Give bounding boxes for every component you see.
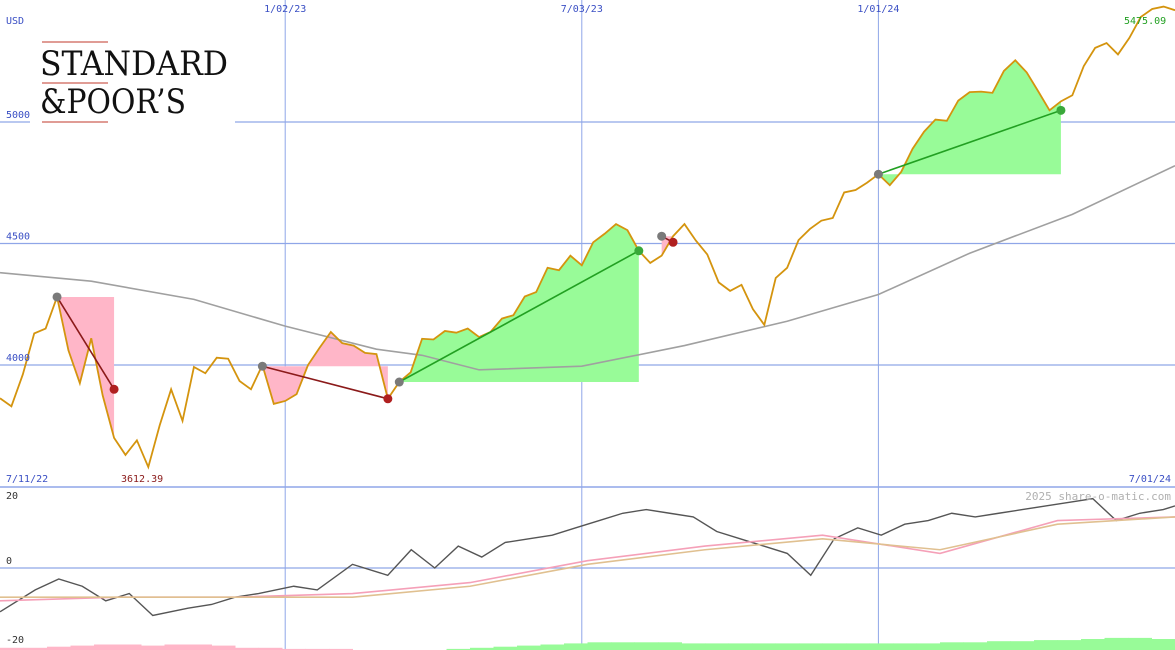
histogram-bar-34 [893,643,917,650]
histogram-bar-42 [1081,639,1105,650]
histogram-bar-12 [282,648,306,650]
trend-end-marker-2 [634,246,644,256]
histogram-bar-3 [70,645,95,650]
histogram-bar-41 [1057,640,1082,650]
standard-and-poors-logo: STANDARD &POOR’S [30,38,235,128]
histogram-bar-29 [775,643,800,650]
oscillator-tick-label--20: -20 [6,635,24,646]
trend-end-marker-1 [383,394,393,404]
oscillator-line-osc_main [0,497,1175,617]
date-tick-label-2: 1/01/24 [857,4,899,15]
trend-start-marker-2 [394,377,404,387]
oscillator-tick-label-0: 0 [6,556,12,567]
trend-start-marker-3 [657,231,667,241]
oscillator-layer [0,497,1175,650]
histogram-bar-31 [822,643,847,650]
min-price-label: 3612.39 [121,474,163,485]
histogram-bar-35 [916,643,941,650]
trend-line-1 [262,365,389,400]
histogram-bar-0 [0,647,24,650]
histogram-bar-27 [728,643,753,650]
histogram-bar-39 [1010,641,1035,650]
price-tick-label-4500: 4500 [6,232,30,243]
histogram-bar-2 [47,646,71,650]
trend-marker-layer [52,105,1066,404]
logo-line-1: STANDARD [40,44,228,84]
histogram-bar-26 [705,643,729,650]
histogram-bar-40 [1034,640,1058,650]
histogram-bar-9 [211,645,236,650]
histogram-bar-18 [517,645,541,650]
histogram-bar-11 [258,647,283,650]
histogram-bar-14 [329,648,353,650]
histogram-bar-6 [141,645,165,650]
histogram-bar-25 [681,643,706,650]
histogram-bar-13 [305,648,330,650]
trend-highlight-4 [878,60,1061,186]
price-tick-label-5000: 5000 [6,110,30,121]
trend-start-marker-1 [257,361,267,371]
histogram-bar-20 [564,643,588,650]
histogram-bar-16 [470,647,494,650]
histogram-bar-4 [94,644,118,650]
price-tick-label-4000: 4000 [6,353,30,364]
histogram-bar-5 [117,644,142,650]
histogram-bar-7 [164,644,189,650]
trend-highlight-1 [262,331,388,404]
trend-start-marker-4 [873,169,883,179]
max-price-label: 5475.09 [1124,16,1166,27]
histogram-bar-23 [634,642,659,650]
trend-line-2 [398,250,640,383]
date-tick-label-1: 7/03/23 [561,4,603,15]
histogram-bar-38 [987,641,1011,650]
histogram-bar-19 [540,644,565,650]
logo-line-2: &POOR’S [40,82,186,122]
histogram-bar-15 [446,648,471,650]
histogram-bar-21 [587,642,612,650]
trend-line-0 [56,296,115,390]
end-date-label: 7/01/24 [1129,474,1171,485]
trend-end-marker-3 [668,237,678,247]
histogram-bar-24 [658,642,682,650]
histogram-bar-37 [963,642,988,650]
histogram-bar-44 [1128,637,1152,650]
histogram-bar-8 [188,644,212,650]
watermark: 2025 share-o-matic.com [1025,490,1171,503]
oscillator-line-osc_pink [0,516,1175,602]
trend-line-4 [878,109,1062,176]
histogram-bar-22 [611,642,635,650]
start-date-label: 7/11/22 [6,474,48,485]
histogram-bar-17 [493,646,518,650]
histogram-bar-36 [940,642,964,650]
trend-start-marker-0 [52,292,62,302]
histogram-bar-30 [799,643,823,650]
histogram-bar-32 [846,643,870,650]
histogram-bar-43 [1104,637,1129,650]
histogram-bar-10 [235,647,259,650]
histogram-bar-1 [23,647,48,650]
histogram-bar-28 [752,643,776,650]
oscillator-line-osc_tan [0,516,1175,599]
histogram-bar-45 [1151,639,1175,650]
price-line [0,5,1175,470]
oscillator-tick-label-20: 20 [6,491,18,502]
trend-end-marker-4 [1056,105,1066,115]
trend-end-marker-0 [109,384,119,394]
histogram-bar-33 [869,643,894,650]
label-layer: USD 7/11/22 7/01/24 3612.39 5475.09 2025… [6,4,1171,646]
series-layer [0,5,1175,470]
date-tick-label-0: 1/02/23 [264,4,306,15]
trend-highlight-0 [57,296,115,438]
moving-average-line [0,165,1175,371]
currency-label: USD [6,16,24,27]
